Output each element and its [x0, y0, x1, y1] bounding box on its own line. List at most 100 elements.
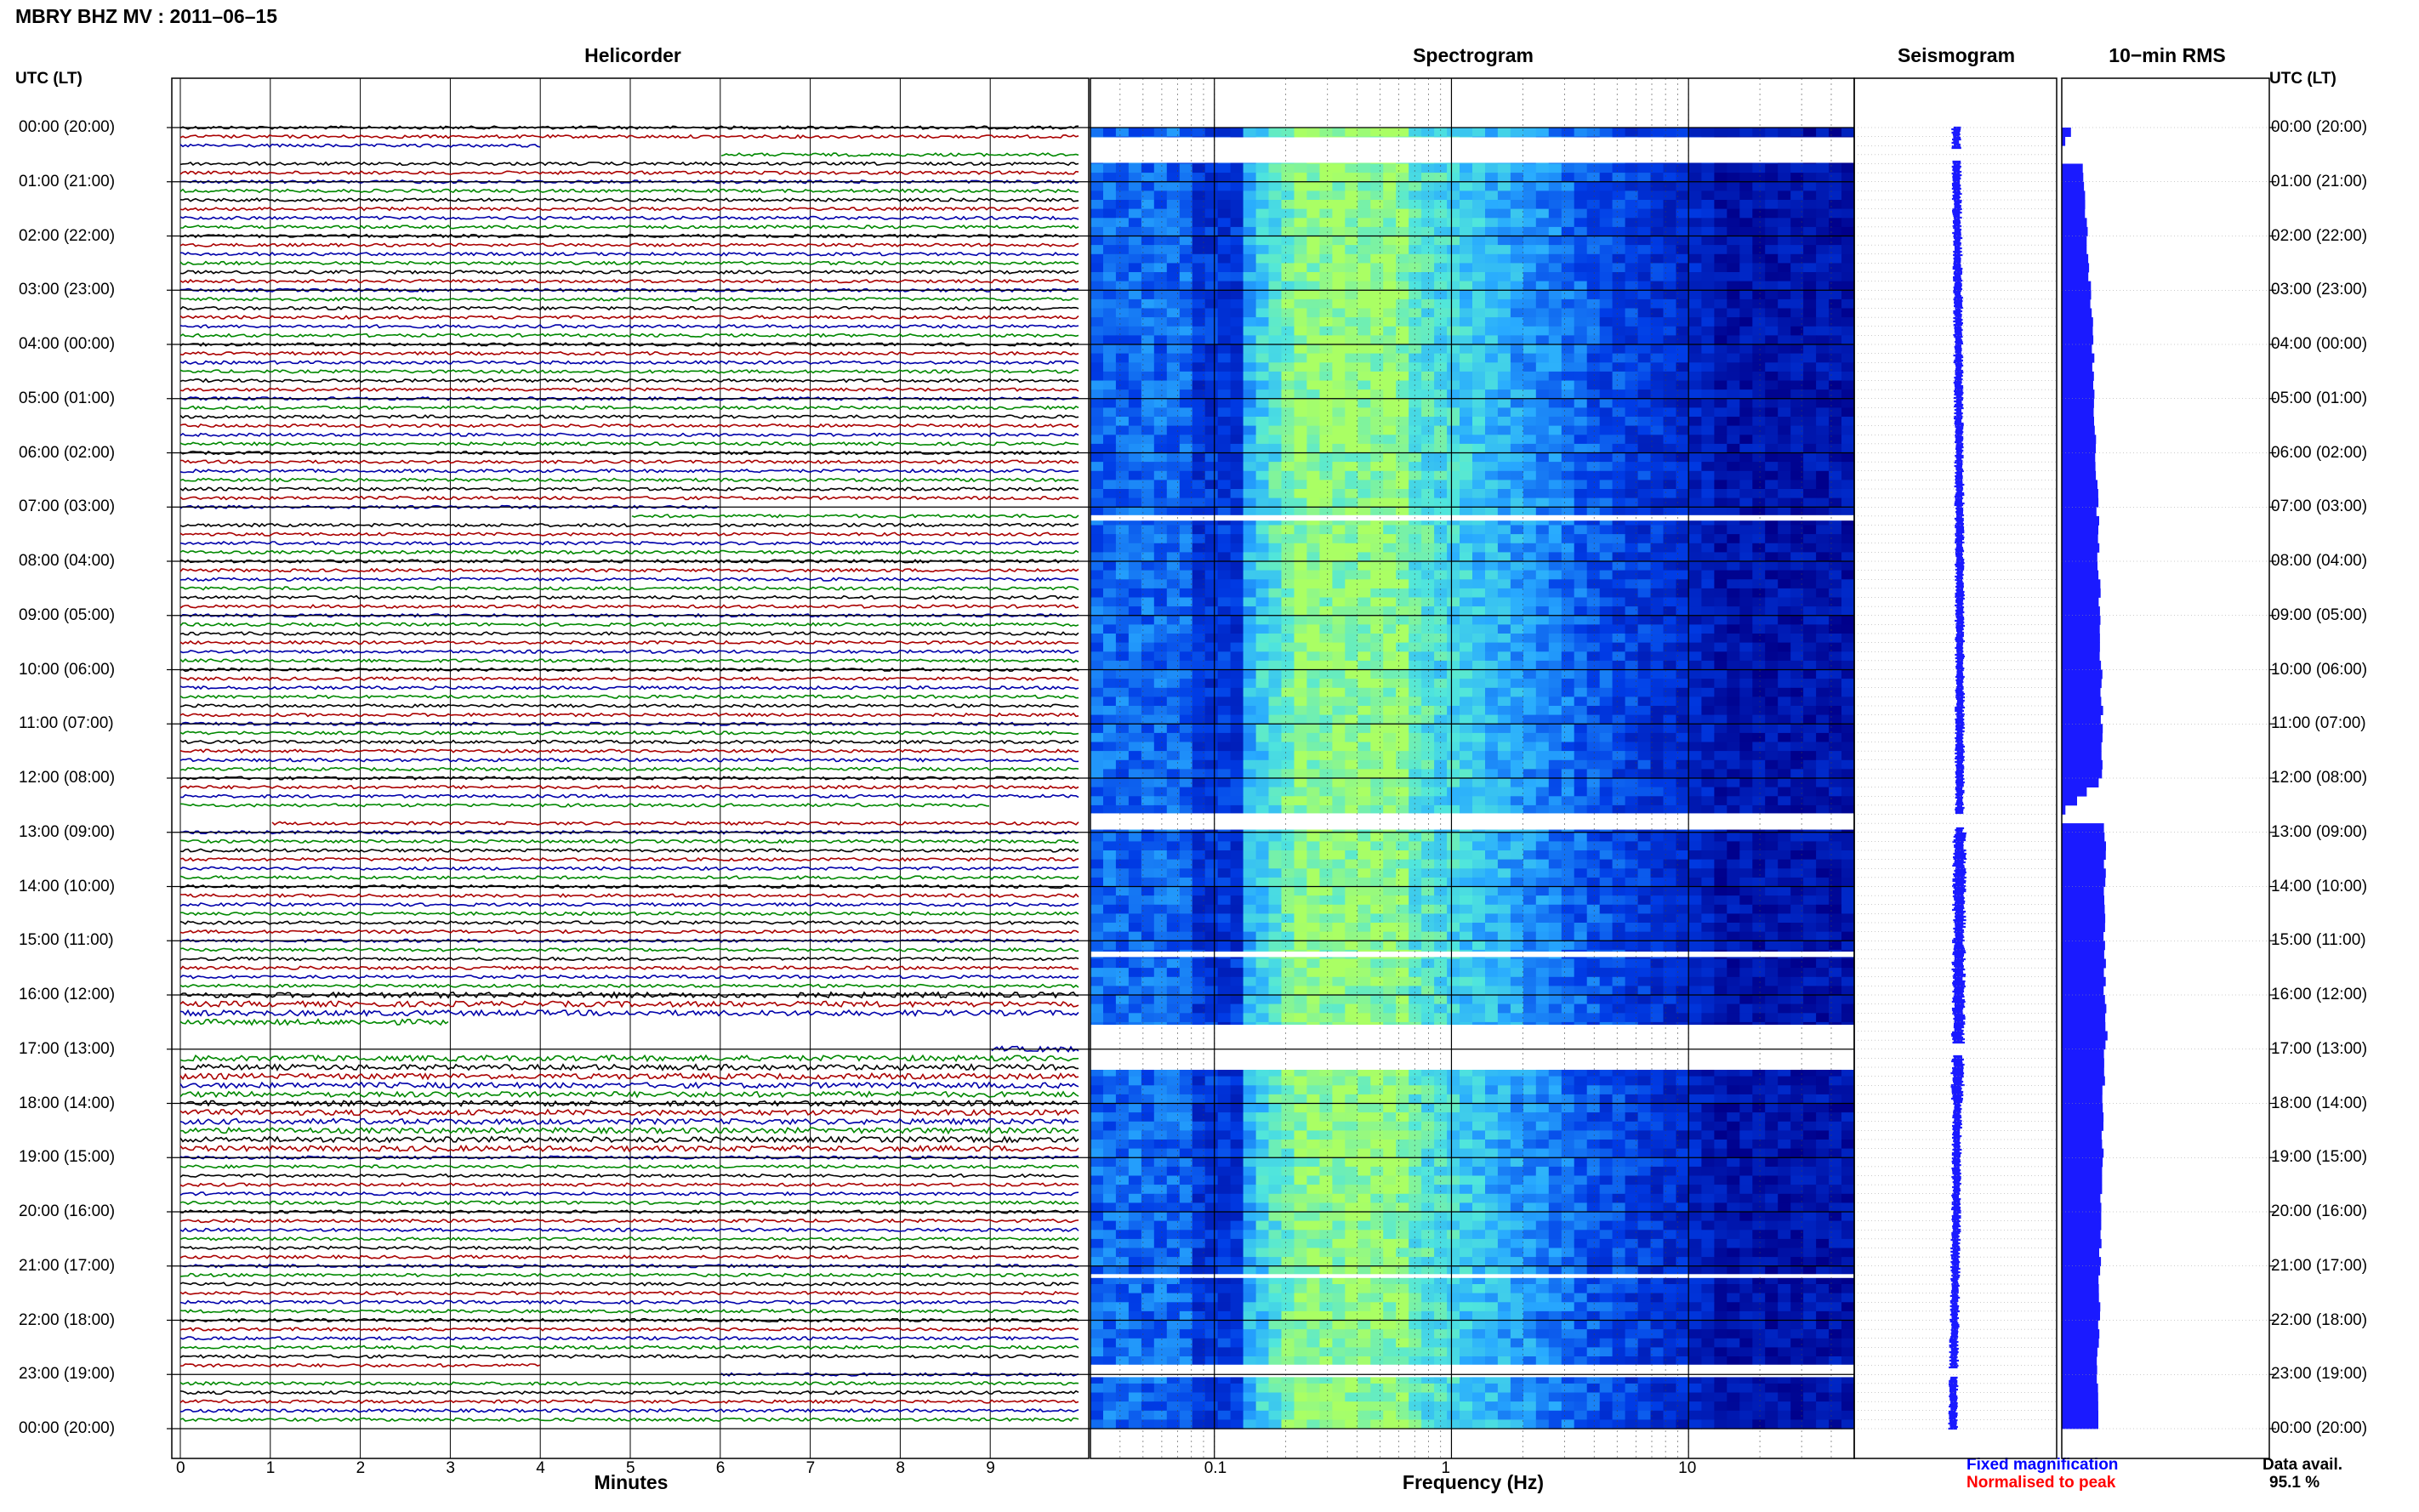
spectrogram-cell [1841, 362, 1855, 372]
spectrogram-cell [1153, 389, 1168, 400]
spectrogram-cell [1625, 417, 1639, 427]
spectrogram-cell [1803, 470, 1817, 480]
spectrogram-cell [1268, 190, 1283, 201]
spectrogram-cell [1739, 480, 1753, 490]
spectrogram-cell [1676, 724, 1690, 734]
spectrogram-cell [1409, 615, 1422, 625]
spectrogram-cell [1306, 435, 1320, 445]
spectrogram-cell [1548, 588, 1562, 599]
spectrogram-cell [1752, 742, 1766, 752]
spectrogram-cell [1332, 732, 1346, 743]
spectrogram-cell [1192, 317, 1206, 327]
spectrogram-cell [1230, 190, 1244, 201]
helicorder-trace [179, 893, 1079, 899]
spectrogram-cell [1103, 425, 1117, 435]
spectrogram-cell [1128, 462, 1142, 472]
spectrogram-cell [1599, 615, 1614, 625]
spectrogram-cell [1637, 290, 1652, 300]
spectrogram-cell [1727, 317, 1740, 327]
spectrogram-cell [1790, 253, 1804, 264]
spectrogram-cell [1319, 570, 1333, 580]
spectrogram-cell [1447, 804, 1460, 816]
spectrogram-cell [1816, 642, 1830, 652]
spectrogram-cell [1460, 732, 1473, 743]
spectrogram-cell [1447, 236, 1460, 246]
spectrogram-cell [1447, 308, 1460, 318]
spectrogram-cell [1281, 435, 1295, 445]
spectrogram-cell [1409, 769, 1422, 779]
spectrogram-cell [1586, 769, 1601, 779]
spectrogram-cell [1179, 317, 1193, 327]
spectrogram-cell [1790, 525, 1804, 535]
spectrogram-cell [1752, 480, 1766, 490]
spectrogram-cell [1166, 525, 1181, 535]
spectrogram-cell [1103, 787, 1117, 797]
spectrogram-cell [1663, 380, 1677, 390]
spectrogram-cell [1803, 543, 1817, 553]
spectrogram-cell [1816, 804, 1830, 816]
spectrogram-cell [1676, 272, 1690, 282]
spectrogram-cell [1548, 290, 1562, 300]
spectrogram-cell [1650, 679, 1665, 689]
spectrogram-cell [1319, 525, 1333, 535]
spectrogram-cell [1841, 642, 1855, 652]
spectrogram-cell [1472, 298, 1486, 310]
spectrogram-cell [1103, 570, 1117, 580]
spectrogram-cell [1345, 489, 1358, 499]
spectrogram-cell [1612, 651, 1626, 662]
spectrogram-cell [1383, 679, 1397, 689]
spectrogram-cell [1650, 489, 1665, 499]
spectrogram-cell [1153, 281, 1168, 291]
spectrogram-cell [1434, 706, 1448, 716]
spectrogram-cell [1803, 507, 1817, 517]
spectrogram-cell [1701, 308, 1715, 318]
spectrogram-cell [1294, 443, 1308, 454]
spectrogram-cell [1650, 832, 1665, 842]
spectrogram-cell [1561, 263, 1575, 273]
spectrogram-cell [1663, 597, 1677, 607]
spectrogram-cell [1383, 398, 1397, 408]
spectrogram-cell [1739, 190, 1753, 201]
spectrogram-cell [1561, 714, 1575, 725]
spectrogram-cell [1701, 679, 1715, 689]
spectrogram-cell [1115, 308, 1130, 318]
spectrogram-cell [1663, 362, 1677, 372]
spectrogram-cell [1306, 696, 1320, 707]
spectrogram-cell [1179, 787, 1193, 797]
spectrogram-cell [1204, 308, 1219, 318]
spectrogram-cell [1306, 443, 1320, 454]
spectrogram-cell [1574, 281, 1588, 291]
spectrogram-cell [1650, 660, 1665, 671]
spectrogram-cell [1128, 308, 1142, 318]
spectrogram-cell [1204, 679, 1219, 689]
spectrogram-cell [1663, 208, 1677, 219]
spectrogram-cell [1268, 534, 1283, 544]
spectrogram-cell [1294, 236, 1308, 246]
spectrogram-cell [1421, 751, 1435, 761]
spectrogram-cell [1166, 380, 1181, 390]
spectrogram-cell [1714, 724, 1727, 734]
spectrogram-cell [1230, 236, 1244, 246]
spectrogram-cell [1128, 362, 1142, 372]
spectrogram-cell [1281, 326, 1295, 336]
spectrogram-cell [1153, 525, 1168, 535]
spectrogram-cell [1192, 208, 1206, 219]
spectrogram-cell [1637, 245, 1652, 255]
spectrogram-cell [1230, 470, 1244, 480]
spectrogram-cell [1192, 507, 1206, 517]
spectrogram-cell [1714, 615, 1727, 625]
spectrogram-cell [1421, 443, 1435, 454]
spectrogram-cell [1204, 497, 1219, 508]
spectrogram-cell [1141, 398, 1155, 408]
spectrogram-cell [1294, 841, 1308, 851]
spectrogram-cell [1790, 417, 1804, 427]
spectrogram-cell [1243, 173, 1257, 183]
spectrogram-cell [1727, 389, 1740, 400]
spectrogram-cell [1434, 634, 1448, 644]
spectrogram-cell [1841, 353, 1855, 363]
spectrogram-cell [1255, 606, 1270, 617]
spectrogram-cell [1166, 443, 1181, 454]
spectrogram-cell [1306, 804, 1320, 816]
spectrogram-cell [1650, 281, 1665, 291]
spectrogram-cell [1460, 787, 1473, 797]
